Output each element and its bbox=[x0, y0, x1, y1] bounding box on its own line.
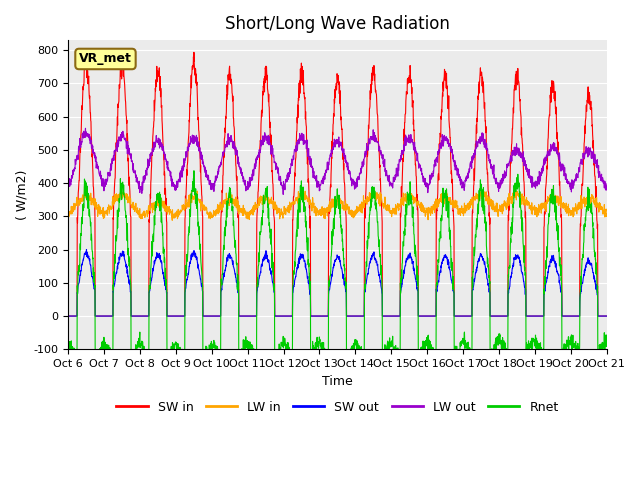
Rnet bbox=[603, 338, 611, 344]
LW in bbox=[556, 195, 563, 201]
LW out bbox=[279, 192, 287, 197]
Rnet bbox=[353, 340, 361, 346]
Text: VR_met: VR_met bbox=[79, 52, 132, 65]
LW out bbox=[494, 184, 502, 190]
X-axis label: Time: Time bbox=[322, 374, 353, 387]
SW in bbox=[215, 313, 223, 319]
SW out bbox=[83, 247, 90, 252]
LW in bbox=[494, 214, 502, 219]
SW out bbox=[353, 313, 361, 319]
LW in bbox=[353, 204, 361, 210]
Line: Rnet: Rnet bbox=[68, 171, 607, 370]
LW in bbox=[215, 207, 223, 213]
SW out bbox=[365, 266, 372, 272]
LW out bbox=[215, 169, 223, 175]
LW in bbox=[365, 196, 372, 202]
SW in bbox=[494, 313, 502, 319]
Rnet bbox=[556, 263, 563, 269]
SW out bbox=[570, 313, 578, 319]
SW in bbox=[65, 313, 72, 319]
LW in bbox=[571, 206, 579, 212]
LW out bbox=[353, 178, 361, 183]
SW out bbox=[603, 313, 611, 319]
SW in bbox=[365, 126, 372, 132]
LW out bbox=[82, 125, 90, 131]
SW in bbox=[556, 176, 563, 181]
LW out bbox=[571, 179, 579, 185]
Rnet bbox=[323, 367, 331, 373]
Rnet bbox=[190, 168, 198, 174]
Title: Short/Long Wave Radiation: Short/Long Wave Radiation bbox=[225, 15, 450, 33]
LW in bbox=[603, 211, 611, 217]
LW out bbox=[603, 187, 611, 192]
SW out bbox=[65, 313, 72, 319]
Y-axis label: ( W/m2): ( W/m2) bbox=[15, 169, 28, 220]
SW in bbox=[190, 49, 198, 55]
SW out bbox=[556, 280, 563, 286]
LW out bbox=[65, 183, 72, 189]
LW in bbox=[81, 183, 88, 189]
SW out bbox=[494, 313, 502, 319]
SW in bbox=[353, 313, 361, 319]
Rnet bbox=[215, 349, 223, 355]
LW out bbox=[556, 150, 563, 156]
Rnet bbox=[365, 226, 372, 231]
SW in bbox=[570, 313, 578, 319]
Line: LW out: LW out bbox=[68, 128, 607, 194]
LW out bbox=[365, 140, 372, 146]
Rnet bbox=[571, 340, 579, 346]
LW in bbox=[65, 210, 72, 216]
SW in bbox=[603, 313, 611, 319]
Line: SW out: SW out bbox=[68, 250, 607, 316]
Legend: SW in, LW in, SW out, LW out, Rnet: SW in, LW in, SW out, LW out, Rnet bbox=[111, 396, 564, 419]
SW out bbox=[215, 313, 223, 319]
Rnet bbox=[65, 340, 72, 346]
LW in bbox=[168, 217, 176, 223]
Line: SW in: SW in bbox=[68, 52, 607, 316]
Line: LW in: LW in bbox=[68, 186, 607, 220]
Rnet bbox=[494, 342, 502, 348]
